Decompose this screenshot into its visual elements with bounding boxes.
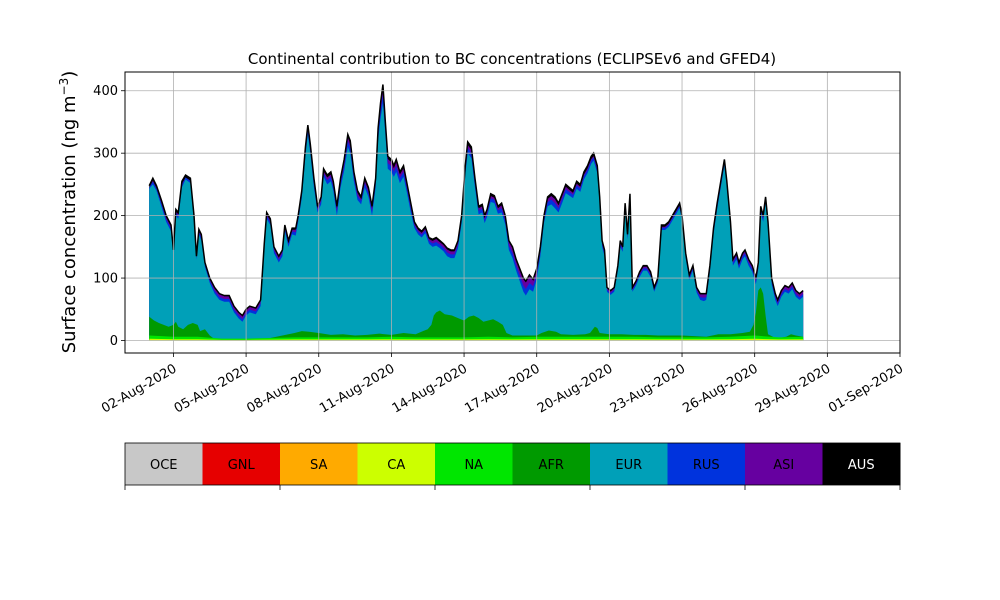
colorbar-label-aus: AUS	[848, 458, 875, 473]
colorbar-label-eur: EUR	[615, 458, 642, 473]
y-tick-label: 100	[93, 272, 118, 287]
y-axis: 0 100 200 300 400	[93, 84, 125, 349]
colorbar-label-gnl: GNL	[228, 458, 256, 473]
x-tick-label: 17-Aug-2020	[462, 361, 542, 416]
chart-title: Continental contribution to BC concentra…	[248, 50, 776, 68]
area-afr	[149, 287, 804, 341]
area-eur	[149, 103, 804, 341]
x-tick-label: 26-Aug-2020	[680, 361, 760, 416]
colorbar-swatch-oce	[125, 443, 203, 485]
x-tick-label: 23-Aug-2020	[608, 361, 688, 416]
colorbar-swatch-ca	[357, 443, 436, 485]
x-tick-label: 11-Aug-2020	[317, 361, 397, 416]
colorbar-label-na: NA	[464, 458, 483, 473]
x-tick-label: 14-Aug-2020	[390, 361, 470, 416]
axes-frame	[124, 71, 901, 354]
x-tick-label: 20-Aug-2020	[535, 361, 615, 416]
colorbar-label-oce: OCE	[150, 458, 178, 473]
colorbar-frame	[124, 442, 901, 486]
y-tick-label: 400	[93, 84, 118, 99]
colorbar-label-sa: SA	[310, 458, 327, 473]
colorbar-label-asi: ASI	[773, 458, 794, 473]
colorbar-label-ca: CA	[387, 458, 405, 473]
colorbar-swatch-eur	[590, 443, 668, 485]
x-tick-label: 05-Aug-2020	[172, 361, 252, 416]
y-axis-label: Surface concentration (ng m−3)	[57, 71, 80, 354]
x-tick-label: 29-Aug-2020	[753, 361, 833, 416]
colorbar-swatch-afr	[512, 443, 591, 485]
plot-area	[148, 84, 804, 341]
y-tick-label: 0	[110, 334, 118, 349]
colorbar-swatch-gnl	[202, 443, 281, 485]
area-ca	[149, 338, 804, 341]
colorbar-swatch-na	[435, 443, 513, 485]
colorbar-swatch-rus	[667, 443, 746, 485]
colorbar: OCE GNL SA CA NA AFR EUR RUS ASI AUS	[124, 442, 901, 490]
x-tick-label: 01-Sep-2020	[826, 361, 906, 416]
colorbar-swatch-sa	[280, 443, 358, 485]
colorbar-label-afr: AFR	[539, 458, 564, 473]
x-tick-label: 08-Aug-2020	[244, 361, 324, 416]
colorbar-swatch-asi	[745, 443, 823, 485]
total-line	[148, 84, 804, 317]
y-tick-label: 200	[93, 209, 118, 224]
x-tick-label: 02-Aug-2020	[99, 361, 179, 416]
x-axis: 02-Aug-202005-Aug-202008-Aug-202011-Aug-…	[99, 353, 906, 417]
y-tick-label: 300	[93, 147, 118, 162]
colorbar-swatch-aus	[822, 443, 901, 485]
colorbar-label-rus: RUS	[693, 458, 720, 473]
